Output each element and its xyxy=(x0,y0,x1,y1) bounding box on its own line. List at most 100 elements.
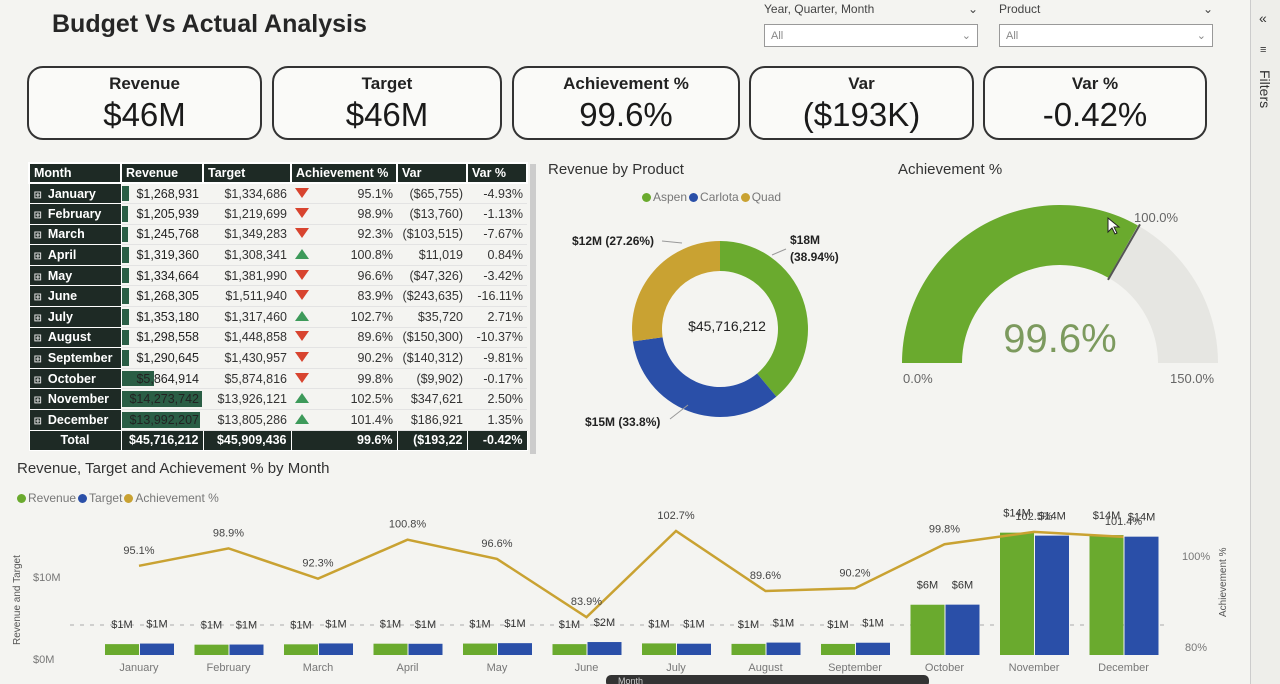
legend-item-aspen[interactable]: Aspen xyxy=(642,190,687,204)
kpi-card-revenue[interactable]: Revenue $46M xyxy=(27,66,262,140)
column-header-month[interactable]: Month xyxy=(28,162,122,184)
legend-label: Achievement % xyxy=(135,491,219,505)
column-header-achievement[interactable]: Achievement % xyxy=(290,162,398,184)
revenue-bar[interactable] xyxy=(194,644,229,655)
expand-icon[interactable]: ⊞ xyxy=(33,354,42,366)
row-header-month[interactable]: ⊞ January xyxy=(28,182,122,205)
expand-icon[interactable]: ⊞ xyxy=(33,333,42,345)
donut-slice-aspen[interactable] xyxy=(720,241,808,397)
kpi-card-target[interactable]: Target $46M xyxy=(272,66,502,140)
target-bar[interactable] xyxy=(498,643,532,655)
column-header-var-percent[interactable]: Var % xyxy=(466,162,528,184)
product-slicer[interactable]: Product ⌄ All ⌄ xyxy=(999,2,1213,47)
revenue-bar[interactable] xyxy=(373,643,408,655)
donut-slice-carlota[interactable] xyxy=(632,337,777,417)
table-row[interactable]: ⊞ September $1,290,645 $1,430,957 90.2% ($140… xyxy=(28,347,527,369)
legend-item-achievement[interactable]: Achievement % xyxy=(124,491,219,505)
expand-icon[interactable]: ⊞ xyxy=(33,251,42,263)
donut-chart[interactable]: $45,716,212 $18M (38.94%) $15M (33.8%) $… xyxy=(548,205,878,445)
table-row[interactable]: ⊞ January $1,268,931 $1,334,686 95.1% ($65,75… xyxy=(28,182,527,205)
expand-icon[interactable]: ⊞ xyxy=(33,312,42,324)
date-slicer-dropdown[interactable]: All ⌄ xyxy=(764,24,978,47)
expand-icon[interactable]: ⊞ xyxy=(33,415,42,427)
revenue-cell: $1,245,768 xyxy=(121,224,203,246)
target-bar[interactable] xyxy=(229,644,264,655)
revenue-bar[interactable] xyxy=(731,643,766,655)
row-header-month[interactable]: ⊞ December xyxy=(28,409,122,431)
kpi-card-var[interactable]: Var ($193K) xyxy=(749,66,974,140)
expand-icon[interactable]: ⊞ xyxy=(33,209,42,221)
table-row[interactable]: ⊞ December $13,992,207 $13,805,286 101.4% $18… xyxy=(28,409,527,431)
filters-pane-label[interactable]: Filters xyxy=(1257,70,1273,109)
target-bar[interactable] xyxy=(408,643,443,655)
revenue-bar[interactable] xyxy=(552,644,587,655)
target-bar[interactable] xyxy=(766,642,801,655)
table-row[interactable]: ⊞ May $1,334,664 $1,381,990 96.6% ($47,326) -3… xyxy=(28,264,527,287)
target-bar[interactable] xyxy=(945,604,980,655)
combo-chart[interactable]: Revenue and Target Achievement % $10M $0… xyxy=(0,505,1250,684)
target-bar[interactable] xyxy=(1124,536,1159,655)
achievement-line-path[interactable] xyxy=(138,529,1124,619)
revenue-bar[interactable] xyxy=(1089,535,1124,655)
kpi-card-var-percent[interactable]: Var % -0.42% xyxy=(983,66,1207,140)
row-header-month[interactable]: ⊞ July xyxy=(28,306,122,328)
chevron-down-icon[interactable]: ⌄ xyxy=(967,2,978,16)
matrix-scrollbar[interactable] xyxy=(530,164,536,454)
expand-icon[interactable]: ⊞ xyxy=(33,292,42,304)
row-header-month[interactable]: ⊞ June xyxy=(28,285,122,308)
monthly-matrix-table[interactable]: Month Revenue Target Achievement % Var V… xyxy=(28,162,528,452)
donut-slice-quad[interactable] xyxy=(632,241,720,342)
target-bar[interactable] xyxy=(140,643,174,655)
revenue-bar[interactable] xyxy=(105,644,139,655)
row-header-month[interactable]: ⊞ October xyxy=(28,367,122,390)
date-slicer[interactable]: Year, Quarter, Month ⌄ All ⌄ xyxy=(764,2,978,47)
row-header-month[interactable]: ⊞ March xyxy=(28,223,122,246)
expand-icon[interactable]: ⊞ xyxy=(33,271,42,283)
expand-icon[interactable]: ⊞ xyxy=(33,395,42,407)
horizontal-scrollbar[interactable] xyxy=(606,675,929,684)
table-row[interactable]: ⊞ July $1,353,180 $1,317,460 102.7% $35,720 2.… xyxy=(28,306,527,328)
row-header-month[interactable]: ⊞ November xyxy=(28,388,122,411)
table-row[interactable]: ⊞ November $14,273,742 $13,926,121 102.5% $34… xyxy=(28,388,527,411)
table-row[interactable]: ⊞ April $1,319,360 $1,308,341 100.8% $11,019 0… xyxy=(28,244,527,266)
revenue-bar[interactable] xyxy=(284,644,318,655)
legend-item-quad[interactable]: Quad xyxy=(740,190,781,204)
column-header-revenue[interactable]: Revenue xyxy=(120,162,204,184)
legend-item-revenue[interactable]: Revenue xyxy=(17,491,76,505)
expand-icon[interactable]: ⊞ xyxy=(33,374,42,386)
chevron-down-icon[interactable]: ⌄ xyxy=(1202,2,1213,16)
target-bar[interactable] xyxy=(856,642,890,655)
column-header-target[interactable]: Target xyxy=(202,162,292,184)
table-row[interactable]: ⊞ August $1,298,558 $1,448,858 89.6% ($150,30… xyxy=(28,326,527,349)
collapse-filters-icon[interactable]: « xyxy=(1259,10,1267,26)
row-header-month[interactable]: ⊞ April xyxy=(28,244,122,266)
legend-item-carlota[interactable]: Carlota xyxy=(689,190,739,204)
revenue-databar xyxy=(121,350,129,366)
row-header-month[interactable]: ⊞ September xyxy=(28,347,122,369)
revenue-bar[interactable] xyxy=(821,643,855,655)
table-row[interactable]: ⊞ June $1,268,305 $1,511,940 83.9% ($243,635)… xyxy=(28,285,527,308)
expand-icon[interactable]: ⊞ xyxy=(33,230,42,242)
revenue-bar[interactable] xyxy=(1000,532,1034,655)
revenue-bar[interactable] xyxy=(463,643,497,655)
table-row[interactable]: ⊞ February $1,205,939 $1,219,699 98.9% ($13,7… xyxy=(28,203,527,225)
target-bar[interactable] xyxy=(319,643,353,655)
table-row[interactable]: ⊞ March $1,245,768 $1,349,283 92.3% ($103,515… xyxy=(28,223,527,246)
target-bar[interactable] xyxy=(677,643,711,655)
row-header-month[interactable]: ⊞ May xyxy=(28,264,122,287)
expand-icon[interactable]: ⊞ xyxy=(33,189,42,201)
filters-pane[interactable]: « ≡ Filters xyxy=(1250,0,1280,684)
row-header-month[interactable]: ⊞ August xyxy=(28,326,122,349)
row-header-month[interactable]: ⊞ February xyxy=(28,203,122,225)
table-row[interactable]: ⊞ October $5,864,914 $5,874,816 99.8% ($9,902… xyxy=(28,367,527,390)
gauge-chart[interactable]: 99.6% 0.0% 150.0% 100.0% xyxy=(890,180,1240,400)
kpi-card-achievement[interactable]: Achievement % 99.6% xyxy=(512,66,740,140)
revenue-bar[interactable] xyxy=(642,643,676,655)
target-bar[interactable] xyxy=(587,642,622,655)
revenue-bar[interactable] xyxy=(910,604,945,655)
achievement-data-label: 96.6% xyxy=(481,538,512,550)
product-slicer-dropdown[interactable]: All ⌄ xyxy=(999,24,1213,47)
legend-item-target[interactable]: Target xyxy=(78,491,122,505)
column-header-var[interactable]: Var xyxy=(396,162,468,184)
target-bar[interactable] xyxy=(1035,535,1069,655)
